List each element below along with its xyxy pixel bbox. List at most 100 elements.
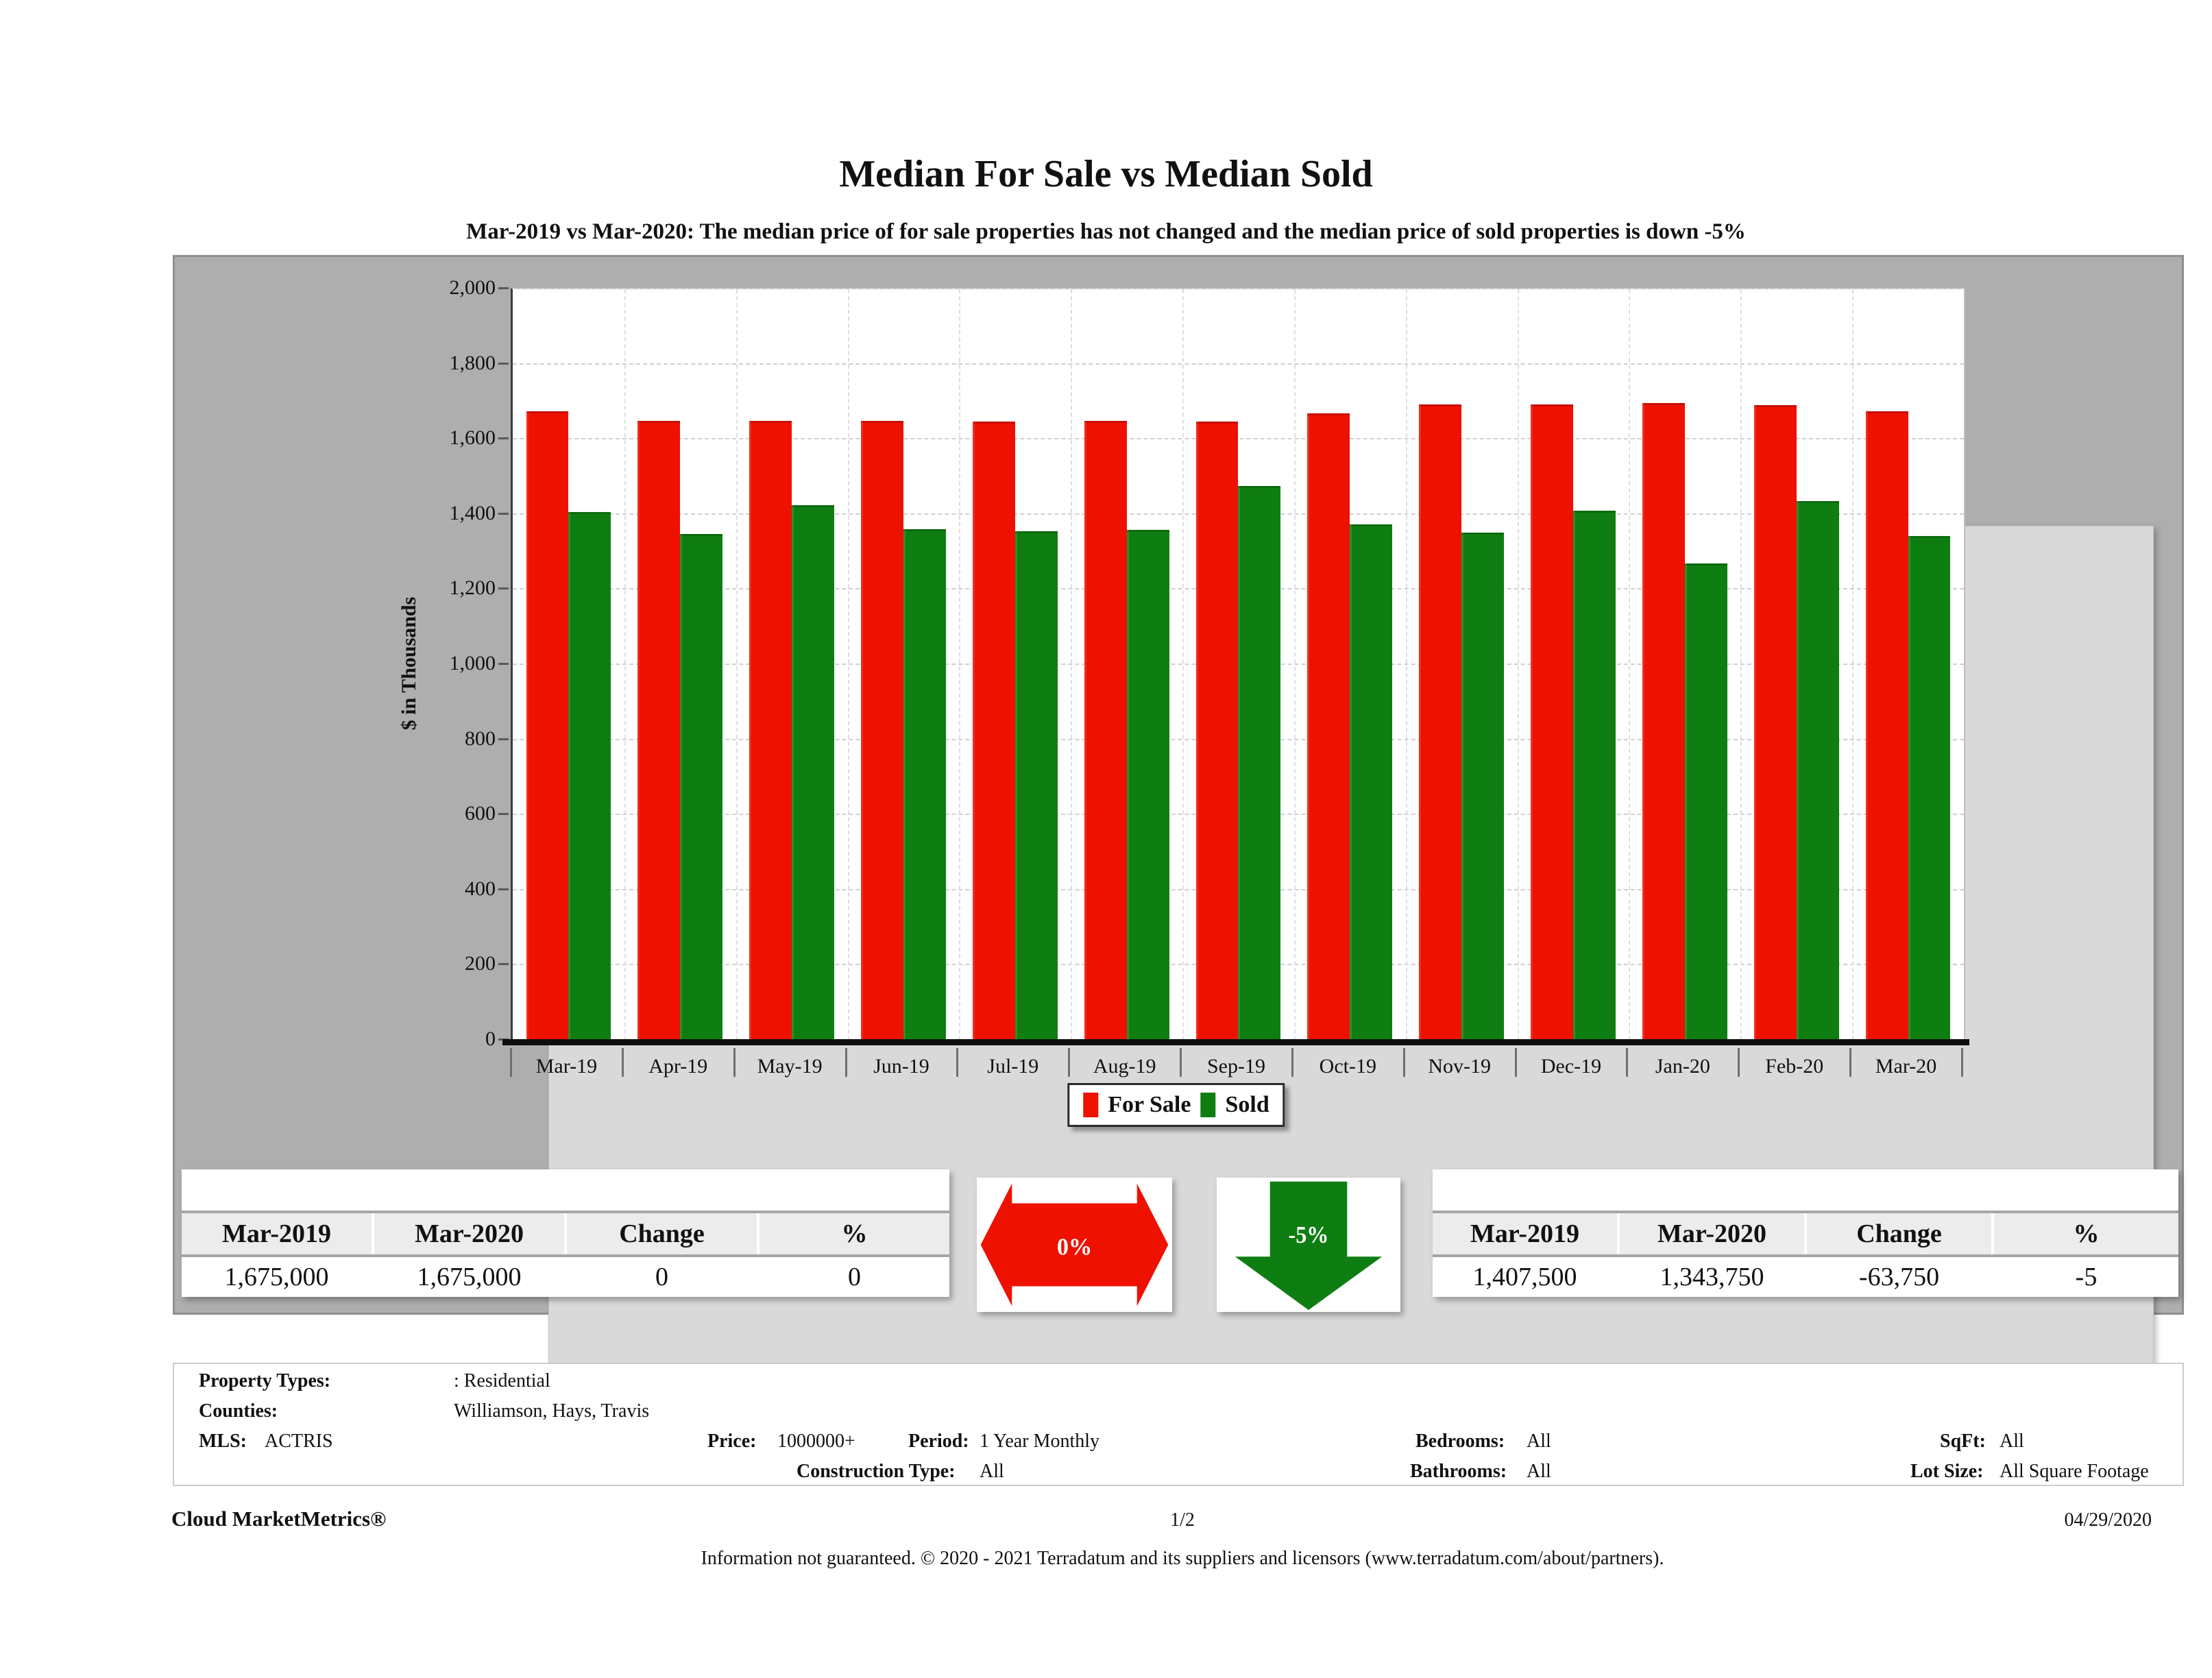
chart-legend: For Sale Sold [1067,1083,1285,1127]
sold-bar [1014,531,1058,1041]
sold-bar [903,529,946,1041]
bathrooms-label: Bathrooms: [1410,1461,1507,1482]
sold-bar [1684,563,1727,1041]
table-header-cell: Mar-2019 [1433,1213,1617,1254]
for-sale-bar [637,420,681,1041]
for-sale-bar [1307,413,1350,1041]
mls-row: MLS: [199,1430,247,1453]
period-value: 1 Year Monthly [980,1431,1100,1452]
disclaimer-text: Information not guaranteed. © 2020 - 202… [701,1548,1664,1569]
x-tick-label: Sep-19 [1206,1055,1265,1078]
for-sale-bar [1531,404,1574,1041]
y-tick-mark [498,287,509,289]
x-tick-label: Apr-19 [648,1055,708,1078]
x-tick-mark [1514,1048,1517,1077]
x-axis-labels: Mar-19 Apr-19 May-19 Jun-19 Jul-19 Aug-19 Sep-… [511,1051,1962,1082]
v-gridline [1852,289,1854,1041]
sold-bar [1908,535,1951,1041]
table-header-cell: % [1994,1213,2178,1254]
table-value-cell: 1,343,750 [1620,1257,1804,1297]
sold-bar [1238,485,1281,1041]
bar-group [1852,289,1964,1041]
for-sale-bar [1642,402,1685,1041]
x-tick-mark [1180,1048,1182,1077]
page-subtitle: Mar-2019 vs Mar-2020: The median price o… [466,219,1746,244]
lot-size-value: All Square Footage [2000,1461,2149,1482]
x-tick-mark [1402,1048,1405,1077]
x-tick-mark [1849,1048,1852,1077]
table-header-cell: Mar-2020 [374,1213,564,1254]
sold-legend-label: Sold [1225,1092,1269,1117]
period-label: Period: [908,1431,969,1452]
sold-bar [1350,524,1393,1041]
x-tick-mark [510,1048,512,1077]
x-tick-label: Mar-19 [535,1055,598,1078]
x-tick-mark [1961,1048,1963,1077]
counties-label: Counties: [199,1400,278,1422]
property-types-row: Property Types: [199,1370,330,1393]
x-tick-label: Feb-20 [1765,1055,1824,1078]
y-tick-label: 1,600 [449,426,496,450]
table-header-row: Mar-2019 Mar-2020 Change% [182,1211,949,1257]
x-tick-label: May-19 [757,1055,823,1078]
v-gridline [1071,289,1073,1041]
table-header-cell: Mar-2020 [1620,1213,1804,1254]
x-axis-line [502,1039,1969,1045]
v-gridline [847,289,849,1041]
table-value-cell: 0 [567,1257,757,1297]
sqft-label: SqFt: [1940,1431,1986,1452]
page-title: Median For Sale vs Median Sold [839,153,1373,195]
for-sale-change-indicator: 0% [977,1178,1172,1312]
h-gridline [513,288,1964,289]
for-sale-bar [1419,404,1462,1041]
y-tick-mark [498,738,509,740]
bar-group [736,289,848,1041]
x-tick-mark [733,1048,736,1077]
for-sale-bar [1084,420,1127,1041]
y-tick-mark [498,587,509,590]
for-sale-bar [1753,404,1797,1041]
v-gridline [1293,289,1296,1041]
construction-type-label: Construction Type: [797,1461,956,1482]
bar-group [1629,289,1740,1041]
sold-bar [1126,530,1169,1041]
table-value-cell: 0 [759,1257,949,1297]
for-sale-legend-label: For Sale [1108,1092,1191,1117]
price-label: Price: [707,1431,757,1452]
bedrooms-label: Bedrooms: [1415,1431,1505,1452]
bar-group [1740,289,1852,1041]
sold-bar [680,534,723,1041]
bar-group [1294,289,1406,1041]
for-sale-bar [861,420,903,1041]
sold-bar [1796,500,1839,1041]
bedrooms-value: All [1527,1431,1551,1452]
filters-panel: Property Types: : Residential Counties: … [173,1363,2184,1486]
y-tick-label: 1,400 [449,501,496,524]
v-gridline [1405,289,1407,1041]
y-axis-tick-labels: 2,000 1,800 1,600 1,400 1,200 1,000 800 600 400 2… [374,277,496,1050]
v-gridline [959,289,961,1041]
y-tick-label: 400 [465,877,496,900]
v-gridline [1740,289,1742,1041]
sold-bar [1461,532,1505,1041]
sold-bar [568,511,611,1041]
sold-change-label: -5% [1289,1222,1329,1248]
bar-group [848,289,960,1041]
report-date: 04/29/2020 [2064,1509,2152,1531]
table-blank-row [1433,1169,2178,1211]
y-tick-mark [498,512,509,515]
x-tick-mark [1068,1048,1071,1077]
for-sale-change-label: 0% [1057,1234,1092,1260]
h-gridline [513,363,1964,365]
counties-row: Counties: [199,1400,278,1423]
y-tick-label: 200 [465,952,496,975]
y-tick-label: 600 [465,802,496,825]
table-value-cell: -63,750 [1807,1257,1991,1297]
x-tick-mark [956,1048,959,1077]
x-tick-label: Dec-19 [1540,1055,1602,1078]
x-tick-mark [844,1048,847,1077]
y-tick-label: 2,000 [449,276,496,299]
v-gridline [1182,289,1184,1041]
bar-group [1406,289,1518,1041]
